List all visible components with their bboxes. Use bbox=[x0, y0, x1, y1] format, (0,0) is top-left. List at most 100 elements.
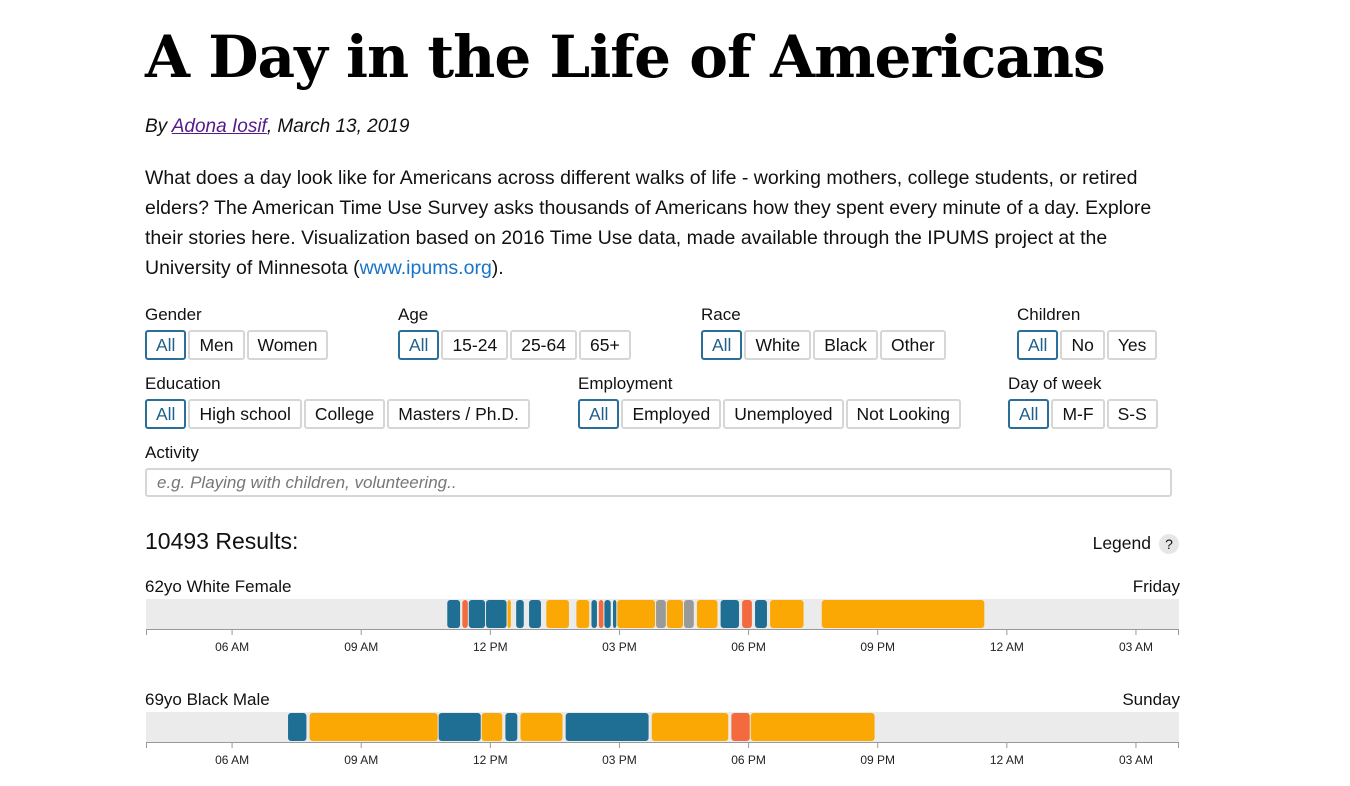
activity-segment[interactable] bbox=[516, 600, 524, 628]
activity-segment[interactable] bbox=[486, 600, 507, 628]
filter-label: Age bbox=[398, 305, 429, 324]
activity-segment[interactable] bbox=[750, 713, 875, 741]
page-title: A Day in the Life of Americans bbox=[145, 23, 1106, 91]
legend-toggle[interactable]: Legend? bbox=[1093, 533, 1179, 554]
filter-option-button[interactable]: Black bbox=[813, 330, 878, 360]
help-icon[interactable]: ? bbox=[1159, 533, 1179, 554]
activity-segment[interactable] bbox=[309, 713, 438, 741]
activity-segment[interactable] bbox=[656, 600, 666, 628]
button-group: All Men Women bbox=[145, 330, 330, 360]
filter-option-button[interactable]: No bbox=[1060, 330, 1105, 360]
filter-employment: Employment All Employed Unemployed Not Looki… bbox=[578, 374, 963, 429]
activity-segment[interactable] bbox=[447, 600, 461, 628]
byline-date: , March 13, 2019 bbox=[266, 116, 410, 137]
activity-segment[interactable] bbox=[742, 600, 752, 628]
axis-tick-label: 06 AM bbox=[215, 753, 249, 767]
activity-search-input[interactable] bbox=[145, 468, 1172, 497]
filter-label: Education bbox=[145, 374, 221, 393]
filter-option-button[interactable]: Unemployed bbox=[723, 399, 844, 429]
filter-option-button[interactable]: S-S bbox=[1106, 399, 1158, 429]
activity-segment[interactable] bbox=[507, 600, 511, 628]
filter-label: Gender bbox=[145, 305, 202, 324]
filter-option-button[interactable]: 65+ bbox=[578, 330, 631, 360]
filter-option-button[interactable]: 15-24 bbox=[441, 330, 509, 360]
person-label: 62yo White Female bbox=[145, 577, 292, 596]
axis-tick-label: 03 PM bbox=[602, 640, 637, 654]
filter-option-button[interactable]: Not Looking bbox=[845, 399, 961, 429]
filter-option-button[interactable]: All bbox=[1017, 330, 1059, 360]
filter-option-button[interactable]: Women bbox=[246, 330, 329, 360]
button-group: All M-F S-S bbox=[1008, 399, 1160, 429]
axis-tick-label: 06 PM bbox=[731, 640, 766, 654]
activity-segment[interactable] bbox=[576, 600, 590, 628]
byline: By Adona Iosif, March 13, 2019 bbox=[145, 116, 409, 138]
activity-segment[interactable] bbox=[617, 600, 656, 628]
activity-segment[interactable] bbox=[481, 713, 503, 741]
filter-option-button[interactable]: All bbox=[398, 330, 440, 360]
activity-segment[interactable] bbox=[565, 713, 649, 741]
filter-option-button[interactable]: 25-64 bbox=[510, 330, 577, 360]
activity-segment[interactable] bbox=[505, 713, 518, 741]
filter-option-button[interactable]: M-F bbox=[1051, 399, 1105, 429]
axis-tick-label: 09 PM bbox=[860, 640, 895, 654]
activity-segment[interactable] bbox=[684, 600, 694, 628]
results-count: 10493 Results: bbox=[145, 528, 299, 554]
activity-segment[interactable] bbox=[720, 600, 739, 628]
filter-label: Race bbox=[701, 305, 741, 324]
filter-option-button[interactable]: Employed bbox=[621, 399, 722, 429]
axis-tick-label: 06 AM bbox=[215, 640, 249, 654]
author-link[interactable]: Adona Iosif bbox=[171, 116, 267, 137]
activity-segment[interactable] bbox=[462, 600, 468, 628]
filter-education: Education All High school College Masters / … bbox=[145, 374, 532, 429]
activity-segment[interactable] bbox=[666, 600, 684, 628]
filter-option-button[interactable]: Other bbox=[879, 330, 946, 360]
filter-label: Employment bbox=[578, 374, 673, 393]
legend-label: Legend bbox=[1092, 533, 1151, 553]
filter-option-button[interactable]: All bbox=[701, 330, 743, 360]
filter-option-button[interactable]: All bbox=[145, 399, 187, 429]
axis-tick-label: 03 AM bbox=[1119, 640, 1153, 654]
activity-segment[interactable] bbox=[755, 600, 767, 628]
activity-segment[interactable] bbox=[520, 713, 563, 741]
byline-prefix: By bbox=[145, 116, 172, 137]
filter-option-button[interactable]: All bbox=[1008, 399, 1050, 429]
person-day: Friday bbox=[1132, 577, 1180, 596]
activity-segment[interactable] bbox=[604, 600, 611, 628]
axis-tick-label: 12 AM bbox=[990, 753, 1024, 767]
activity-segment[interactable] bbox=[529, 600, 541, 628]
activity-segment[interactable] bbox=[731, 713, 750, 741]
activity-segment[interactable] bbox=[288, 713, 307, 741]
activity-segment[interactable] bbox=[438, 713, 481, 741]
activity-segment[interactable] bbox=[821, 600, 985, 628]
button-group: All High school College Masters / Ph.D. bbox=[145, 399, 532, 429]
axis-tick-label: 03 AM bbox=[1119, 753, 1153, 767]
filter-label: Day of week bbox=[1008, 374, 1102, 393]
filter-option-button[interactable]: Masters / Ph.D. bbox=[387, 399, 530, 429]
filter-option-button[interactable]: All bbox=[145, 330, 187, 360]
activity-segment[interactable] bbox=[770, 600, 804, 628]
button-group: All White Black Other bbox=[701, 330, 948, 360]
activity-segment[interactable] bbox=[598, 600, 604, 628]
activity-segment[interactable] bbox=[651, 713, 729, 741]
timeline-chart: 06 AM 09 AM 12 PM 03 PM 06 PM 09 PM 12 AM 03 AM bbox=[146, 712, 1179, 767]
filter-option-button[interactable]: College bbox=[303, 399, 386, 429]
filter-option-button[interactable]: Yes bbox=[1106, 330, 1158, 360]
person-day: Sunday bbox=[1122, 690, 1180, 709]
filter-option-button[interactable]: High school bbox=[188, 399, 302, 429]
intro-end: ). bbox=[491, 257, 504, 279]
axis-tick-label: 09 PM bbox=[860, 753, 895, 767]
filter-age: Age All 15-24 25-64 65+ bbox=[398, 305, 633, 360]
filter-option-button[interactable]: White bbox=[744, 330, 812, 360]
activity-segment[interactable] bbox=[591, 600, 597, 628]
filter-option-button[interactable]: Men bbox=[188, 330, 245, 360]
filter-option-button[interactable]: All bbox=[578, 399, 620, 429]
axis-tick-label: 06 PM bbox=[731, 753, 766, 767]
activity-segment[interactable] bbox=[468, 600, 486, 628]
activity-segment[interactable] bbox=[613, 600, 617, 628]
activity-segment[interactable] bbox=[546, 600, 569, 628]
intro-paragraph: What does a day look like for Americans … bbox=[145, 163, 1185, 283]
ipums-link[interactable]: www.ipums.org bbox=[359, 257, 492, 279]
activity-segment[interactable] bbox=[696, 600, 718, 628]
button-group: All Employed Unemployed Not Looking bbox=[578, 399, 963, 429]
button-group: All No Yes bbox=[1017, 330, 1159, 360]
